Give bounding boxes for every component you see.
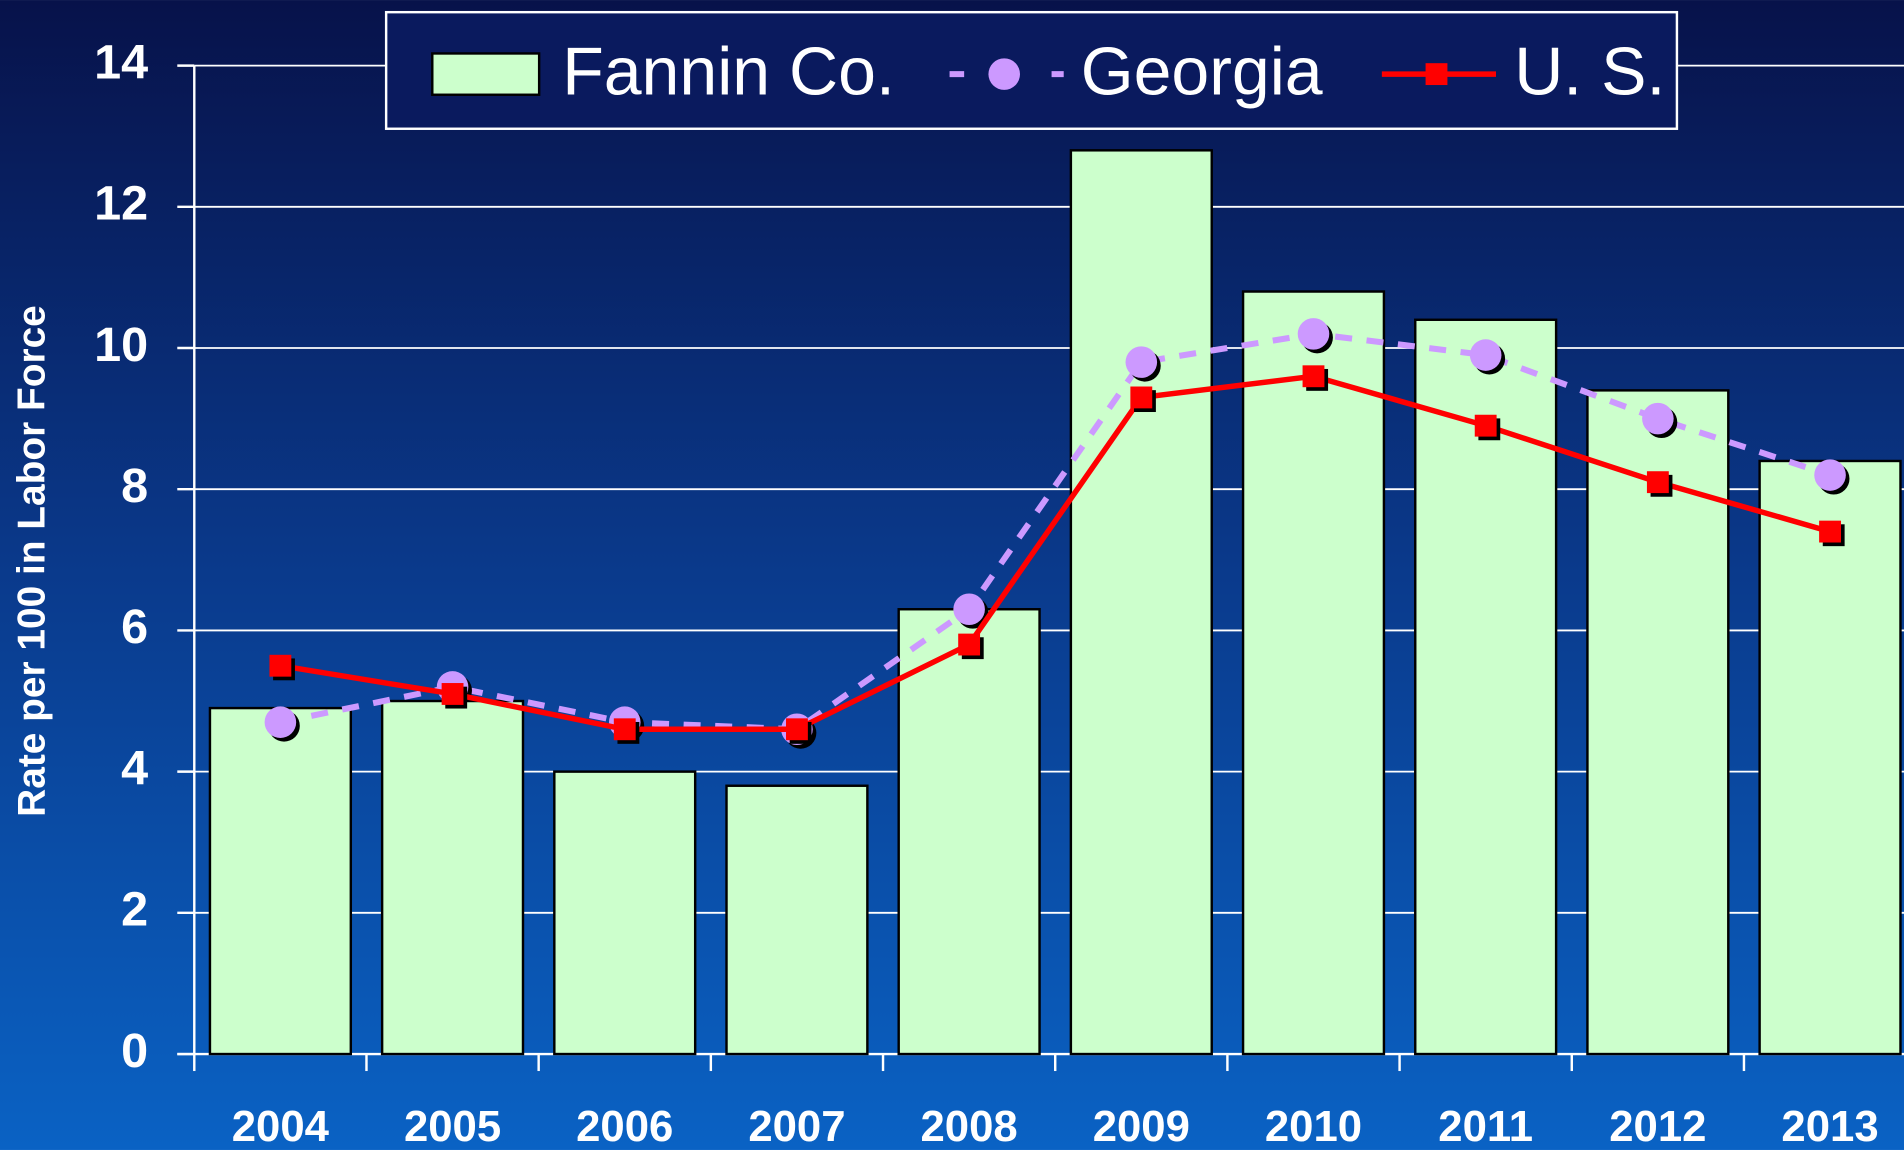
bar (1241, 290, 1386, 1056)
x-tick-label: 2005 (404, 1102, 501, 1150)
bar (1586, 389, 1730, 1056)
legend-marker (1425, 63, 1448, 86)
legend-label: U. S. (1514, 34, 1665, 110)
marker (1474, 414, 1497, 437)
line (279, 330, 1831, 733)
marker (1819, 520, 1841, 543)
legend-label: Fannin Co. (562, 34, 895, 110)
y-tick-label: 0 (121, 1024, 148, 1078)
bar (553, 770, 697, 1056)
x-tick-label: 2009 (1093, 1102, 1190, 1150)
legend-swatch (431, 52, 541, 96)
marker (1297, 318, 1330, 350)
marker (1125, 346, 1158, 378)
bar (1069, 149, 1213, 1056)
y-tick-label: 10 (94, 318, 148, 372)
legend-box (384, 10, 1679, 130)
marker (1814, 459, 1846, 491)
x-tick-label: 2006 (576, 1102, 673, 1150)
y-tick-label: 4 (121, 741, 148, 795)
bar (1758, 459, 1902, 1056)
bar (380, 699, 525, 1056)
legend-marker (988, 58, 1020, 90)
x-tick-label: 2008 (921, 1102, 1018, 1150)
marker (613, 718, 636, 741)
x-tick-label: 2011 (1438, 1102, 1533, 1150)
marker (1642, 402, 1674, 435)
marker (1302, 365, 1325, 388)
x-tick-label: 2013 (1781, 1102, 1878, 1150)
marker (786, 718, 808, 741)
marker (269, 654, 292, 677)
marker (1646, 471, 1669, 494)
x-tick-label: 2007 (748, 1102, 845, 1150)
line (279, 373, 1831, 732)
bar (208, 706, 353, 1056)
marker (1469, 339, 1502, 371)
y-tick-label: 2 (121, 883, 148, 937)
x-tick-label: 2012 (1609, 1102, 1706, 1150)
y-tick-label: 12 (94, 177, 148, 231)
y-axis-label: Rate per 100 in Labor Force (10, 305, 53, 817)
marker (958, 633, 981, 656)
marker (441, 683, 464, 705)
bar (897, 608, 1041, 1056)
x-tick-label: 2004 (232, 1102, 330, 1150)
y-tick-label: 8 (121, 459, 148, 513)
x-tick-label: 2010 (1265, 1102, 1362, 1150)
y-tick-label: 14 (94, 35, 148, 89)
y-tick-label: 6 (121, 600, 148, 654)
legend-label: Georgia (1081, 34, 1323, 110)
marker (1130, 386, 1153, 409)
bar (725, 784, 869, 1056)
marker (953, 593, 985, 626)
marker (264, 706, 297, 738)
